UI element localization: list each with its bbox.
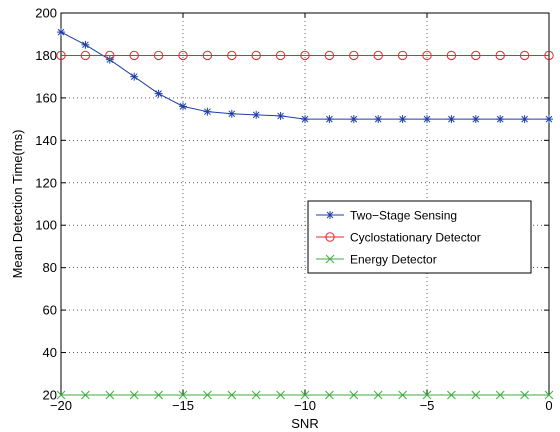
data-point [422,390,432,400]
data-point [373,50,383,61]
data-point [324,50,335,61]
data-point [398,115,407,124]
data-point [227,50,237,61]
data-point [325,390,334,400]
data-point [56,50,66,61]
y-tick-label: 20 [43,388,57,403]
data-point [153,50,164,61]
data-point [276,111,285,120]
data-point [447,115,456,124]
data-point [227,109,236,118]
data-point [276,390,285,400]
y-tick-label: 40 [43,345,57,360]
legend-item: Two−Stage Sensing [316,209,457,223]
data-point [301,115,309,124]
legend-marker [325,232,335,242]
data-point [81,40,90,49]
x-tick-label: −10 [294,398,316,413]
x-tick-label: −15 [172,398,194,413]
data-point [179,102,187,111]
y-tick-label: 120 [35,175,57,190]
data-point [129,50,139,61]
y-axis-label: Mean Detection Time(ms) [10,130,25,279]
legend-box [307,200,532,274]
y-tick-label: 80 [43,260,57,275]
legend-marker [326,211,334,219]
data-point [300,390,310,400]
data-point [398,390,407,400]
x-tick-label: −5 [420,398,435,413]
data-point [275,50,286,61]
data-point [154,89,163,98]
legend-label: Cyclostationary Detector [350,231,481,245]
data-point [300,50,310,61]
x-tick-label: −20 [50,398,72,413]
data-point [471,115,480,124]
data-point [57,28,65,37]
data-point [423,115,431,124]
data-point [446,50,457,61]
data-point [349,115,358,124]
data-point [203,107,212,116]
series-group [56,28,554,400]
data-point [105,50,115,61]
data-point [130,72,139,81]
data-point [251,50,261,61]
data-point [349,390,359,400]
data-point [495,390,505,400]
data-point [178,50,188,61]
y-tick-label: 60 [43,303,57,318]
data-point [325,115,334,124]
legend-item: Cyclostationary Detector [316,231,481,245]
data-point [349,50,359,61]
data-point [105,390,115,400]
data-point [422,50,432,61]
x-axis-label: SNR [291,416,318,431]
data-point [227,390,237,400]
legend-item: Energy Detector [316,253,437,267]
data-point [154,390,163,400]
data-point [447,390,456,400]
y-tick-label: 180 [35,48,57,63]
data-point [56,390,66,400]
data-point [520,115,529,124]
data-point [81,390,90,400]
data-point [252,110,261,119]
data-point [471,390,481,400]
data-point [519,50,530,61]
legend-label: Two−Stage Sensing [350,209,457,223]
data-point [129,390,139,400]
y-tick-label: 100 [35,218,57,233]
data-point [520,390,529,400]
data-point [80,50,91,61]
y-tick-label: 200 [35,6,57,21]
data-point [397,50,408,61]
data-point [544,50,554,61]
legend-label: Energy Detector [350,253,437,267]
data-point [203,390,212,400]
x-tick-label: 0 [545,398,552,413]
data-point [496,115,505,124]
y-tick-label: 160 [35,90,57,105]
data-point [544,390,554,400]
data-point [545,115,553,124]
data-point [471,50,481,61]
legend-marker [325,254,335,264]
data-point [495,50,505,61]
data-point [251,390,261,400]
data-point [374,115,383,124]
y-tick-label: 140 [35,133,57,148]
data-point [373,390,383,400]
data-point [178,390,188,400]
legend: Two−Stage Sensing Cyclostationary Detecto… [307,200,532,274]
data-point [202,50,213,61]
